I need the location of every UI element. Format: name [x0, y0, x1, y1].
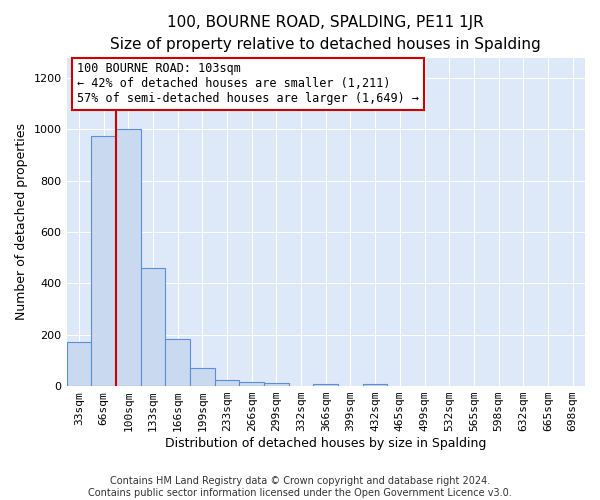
Bar [215, 380, 239, 386]
Title: 100, BOURNE ROAD, SPALDING, PE11 1JR
Size of property relative to detached house: 100, BOURNE ROAD, SPALDING, PE11 1JR Siz… [110, 15, 541, 52]
Bar [91, 136, 116, 386]
Bar [67, 342, 91, 386]
Text: Contains HM Land Registry data © Crown copyright and database right 2024.
Contai: Contains HM Land Registry data © Crown c… [88, 476, 512, 498]
X-axis label: Distribution of detached houses by size in Spalding: Distribution of detached houses by size … [165, 437, 487, 450]
Y-axis label: Number of detached properties: Number of detached properties [15, 124, 28, 320]
Bar [264, 383, 289, 386]
Text: 100 BOURNE ROAD: 103sqm
← 42% of detached houses are smaller (1,211)
57% of semi: 100 BOURNE ROAD: 103sqm ← 42% of detache… [77, 62, 419, 106]
Bar [116, 130, 140, 386]
Bar [190, 368, 215, 386]
Bar [363, 384, 388, 386]
Bar [165, 338, 190, 386]
Bar [313, 384, 338, 386]
Bar [239, 382, 264, 386]
Bar [140, 268, 165, 386]
